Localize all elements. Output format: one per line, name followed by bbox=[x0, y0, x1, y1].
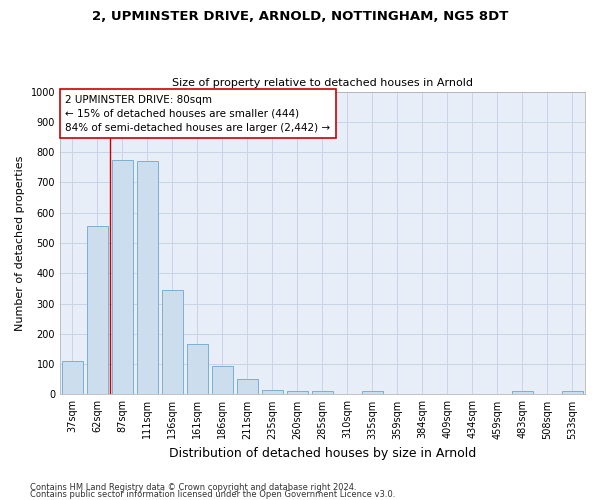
Bar bbox=[312, 392, 333, 394]
Text: 2, UPMINSTER DRIVE, ARNOLD, NOTTINGHAM, NG5 8DT: 2, UPMINSTER DRIVE, ARNOLD, NOTTINGHAM, … bbox=[92, 10, 508, 23]
Bar bbox=[287, 392, 308, 394]
Bar bbox=[62, 361, 83, 394]
Title: Size of property relative to detached houses in Arnold: Size of property relative to detached ho… bbox=[172, 78, 473, 88]
Bar bbox=[87, 226, 108, 394]
Text: 2 UPMINSTER DRIVE: 80sqm
← 15% of detached houses are smaller (444)
84% of semi-: 2 UPMINSTER DRIVE: 80sqm ← 15% of detach… bbox=[65, 94, 330, 132]
Text: Contains HM Land Registry data © Crown copyright and database right 2024.: Contains HM Land Registry data © Crown c… bbox=[30, 484, 356, 492]
Bar bbox=[262, 390, 283, 394]
Bar bbox=[512, 392, 533, 394]
Bar bbox=[187, 344, 208, 395]
Bar bbox=[137, 161, 158, 394]
X-axis label: Distribution of detached houses by size in Arnold: Distribution of detached houses by size … bbox=[169, 447, 476, 460]
Bar bbox=[562, 392, 583, 394]
Text: Contains public sector information licensed under the Open Government Licence v3: Contains public sector information licen… bbox=[30, 490, 395, 499]
Bar bbox=[112, 160, 133, 394]
Bar bbox=[362, 392, 383, 394]
Bar bbox=[212, 366, 233, 394]
Bar bbox=[162, 290, 183, 395]
Bar bbox=[237, 380, 258, 394]
Y-axis label: Number of detached properties: Number of detached properties bbox=[15, 156, 25, 330]
